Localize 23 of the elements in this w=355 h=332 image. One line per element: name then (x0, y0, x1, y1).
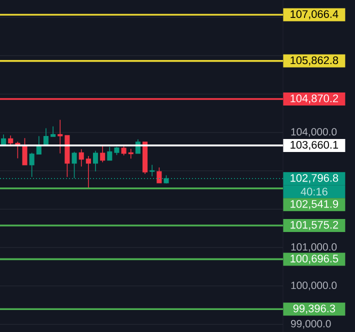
text: 40:16 (300, 188, 328, 196)
y-tick-label: 101,000.0 (291, 243, 337, 252)
y-tick-label: 99,000.0 (291, 320, 331, 329)
candlestick (142, 142, 148, 174)
ref-line-label: 99,396.3 (293, 304, 336, 314)
ref-line-label: 102,541.9 (290, 200, 338, 210)
candlestick (86, 156, 91, 188)
ref-line-label: 107,066.4 (290, 10, 338, 20)
candlestick (100, 144, 106, 163)
candlestick (64, 135, 70, 178)
ref-line-label: 100,696.5 (290, 254, 338, 264)
y-tick-label: 104,000.0 (291, 128, 337, 137)
ref-line-label: 102,796.8 (290, 174, 338, 184)
ref-line-label: 101,575.2 (290, 220, 338, 230)
candlestick (150, 164, 155, 177)
ref-line-label: 103,660.1 (290, 140, 338, 150)
y-tick-label: 100,000.0 (291, 282, 337, 290)
candlestick (1, 134, 6, 146)
ref-line-label: 105,862.8 (290, 56, 338, 66)
candlestick (58, 119, 63, 154)
candlestick (50, 126, 56, 137)
ref-line-label: 104,870.2 (290, 94, 338, 104)
candlestick (78, 148, 84, 167)
